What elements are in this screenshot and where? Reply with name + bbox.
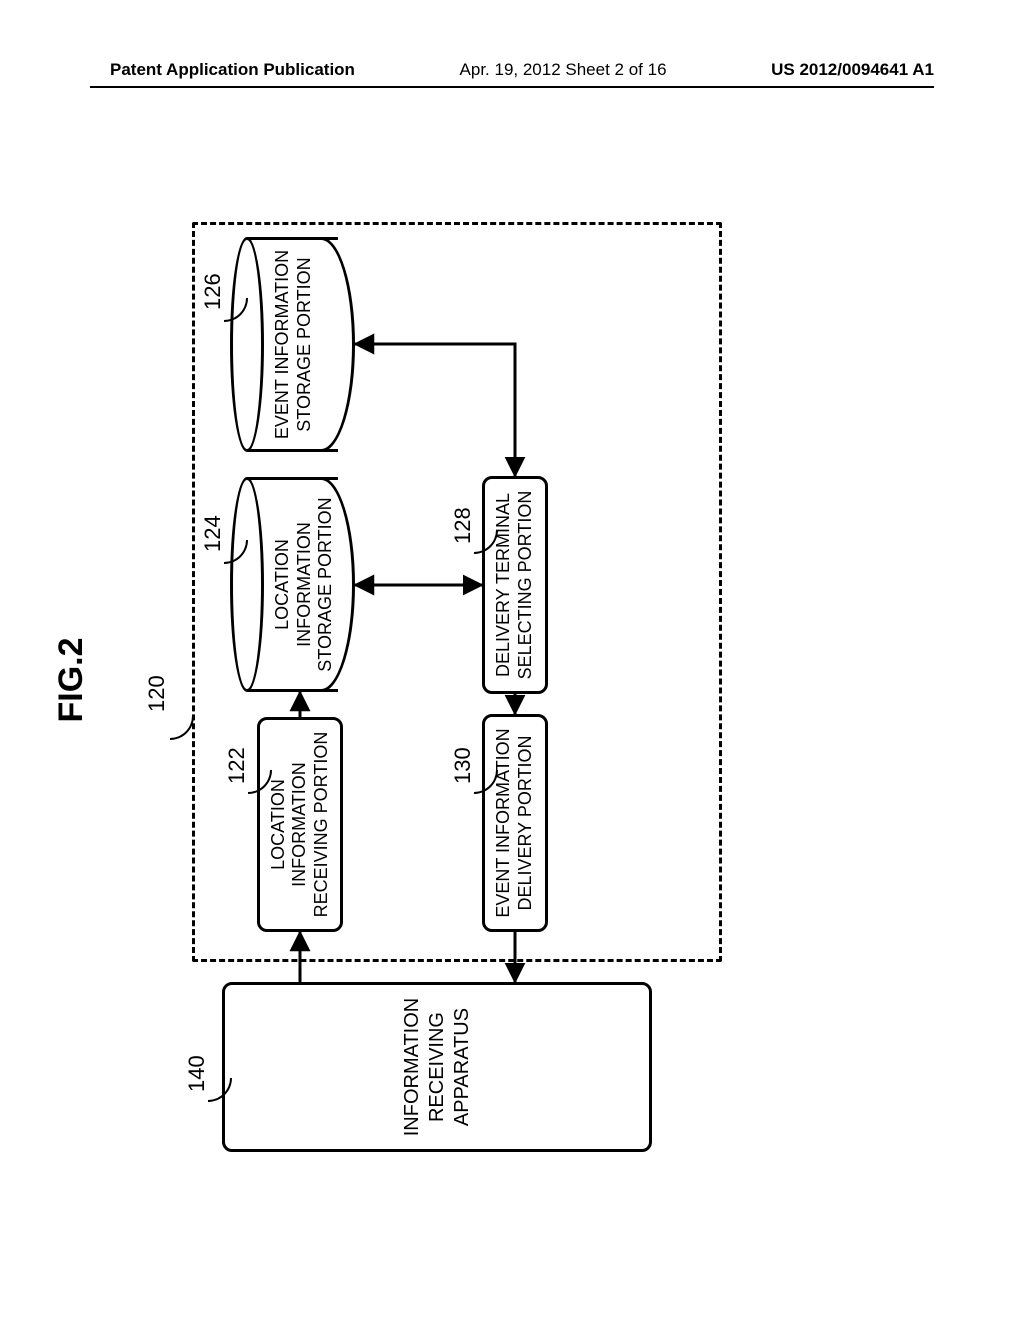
header-left: Patent Application Publication: [110, 60, 355, 80]
header-right: US 2012/0094641 A1: [771, 60, 934, 80]
arrows-layer: [12, 168, 1012, 1192]
header-rule: [90, 86, 934, 88]
header-mid: Apr. 19, 2012 Sheet 2 of 16: [460, 60, 667, 80]
page-header: Patent Application Publication Apr. 19, …: [0, 60, 1024, 80]
diagram: FIG.2 INFORMATIONRECEIVINGAPPARATUS LOCA…: [12, 168, 1012, 1192]
